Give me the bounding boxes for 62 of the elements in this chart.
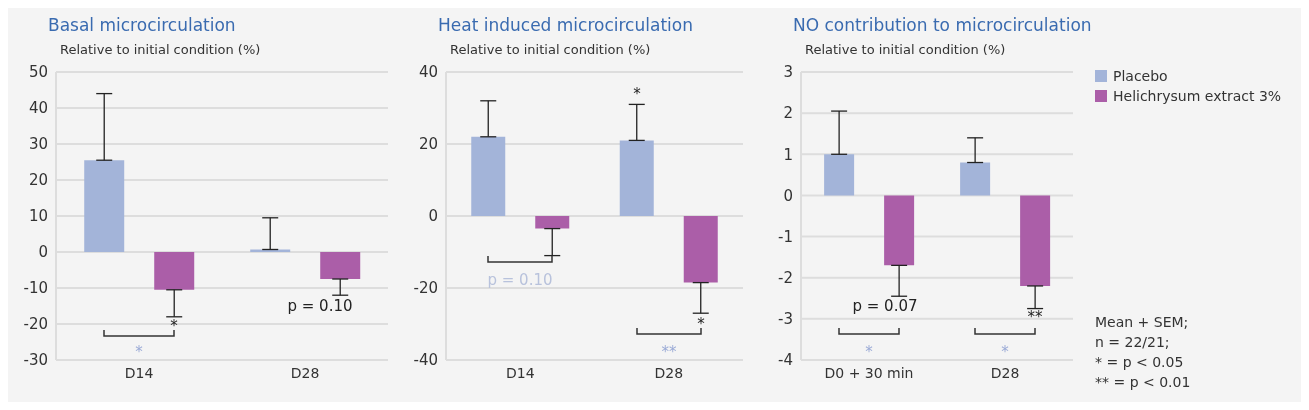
- text: ** = p < 0.01: [1095, 373, 1191, 392]
- y-tick-label: 2: [783, 104, 793, 123]
- bar: [471, 136, 506, 216]
- bar: [84, 160, 125, 252]
- y-tick-label: -30: [23, 351, 48, 370]
- x-tick-label: D14: [124, 364, 154, 381]
- y-tick-label: -10: [23, 279, 48, 298]
- annotation: *: [865, 343, 873, 361]
- y-tick-label: -3: [778, 310, 793, 329]
- y-tick-label: 40: [418, 63, 438, 82]
- bar: [619, 140, 654, 216]
- text: Mean + SEM;: [1095, 313, 1190, 332]
- x-tick-label: D28: [654, 364, 684, 381]
- annotation: *: [170, 317, 178, 335]
- bar: [960, 162, 991, 196]
- annotation: p = 0.07: [852, 297, 918, 315]
- y-tick-label: -40: [413, 351, 438, 370]
- x-tick-label: D28: [290, 364, 320, 381]
- annotation: *: [1001, 343, 1009, 361]
- legend-label: Placebo: [1113, 68, 1168, 84]
- x-tick-label: D28: [990, 364, 1020, 381]
- annotation: p = 0.10: [487, 271, 553, 289]
- bar: [535, 216, 570, 229]
- y-tick-label: 0: [38, 243, 48, 262]
- bar: [824, 154, 855, 196]
- y-tick-label: -4: [778, 351, 793, 370]
- y-tick-label: -20: [413, 279, 438, 298]
- chart-title: Basal microcirculation: [47, 14, 237, 37]
- annotation: *: [633, 85, 641, 103]
- y-tick-label: 50: [28, 63, 48, 82]
- text: n = 22/21;: [1095, 333, 1171, 352]
- chart-title: Heat induced microcirculation: [437, 14, 694, 37]
- y-tick-label: 3: [783, 63, 793, 82]
- bar: [884, 195, 915, 266]
- chart-title: NO contribution to microcirculation: [792, 14, 1092, 37]
- annotation: *: [135, 343, 143, 361]
- annotation: *: [697, 315, 705, 333]
- text: * = p < 0.05: [1095, 353, 1185, 372]
- x-tick-label: D14: [505, 364, 535, 381]
- y-axis-title: Relative to initial condition (%): [59, 42, 262, 59]
- annotation: **: [1027, 308, 1043, 326]
- bar: [683, 216, 718, 283]
- y-tick-label: 40: [28, 99, 48, 118]
- legend-label: Helichrysum extract 3%: [1113, 88, 1282, 104]
- annotation: p = 0.10: [287, 297, 353, 315]
- bar: [1020, 195, 1051, 286]
- y-tick-label: -2: [778, 269, 793, 288]
- y-tick-label: 10: [28, 207, 48, 226]
- y-axis-title: Relative to initial condition (%): [804, 42, 1007, 59]
- y-tick-label: 20: [418, 135, 438, 154]
- y-tick-label: 0: [783, 186, 793, 205]
- x-tick-label: D0 + 30 min: [824, 364, 914, 381]
- y-tick-label: -1: [778, 227, 793, 246]
- bar: [154, 252, 195, 290]
- bar: [320, 252, 361, 279]
- annotation: **: [661, 343, 677, 361]
- y-axis-title: Relative to initial condition (%): [449, 42, 652, 59]
- y-tick-label: 1: [783, 145, 793, 164]
- y-tick-label: 30: [28, 135, 48, 154]
- y-tick-label: -20: [23, 315, 48, 334]
- y-tick-label: 20: [28, 171, 48, 190]
- y-tick-label: 0: [428, 207, 438, 226]
